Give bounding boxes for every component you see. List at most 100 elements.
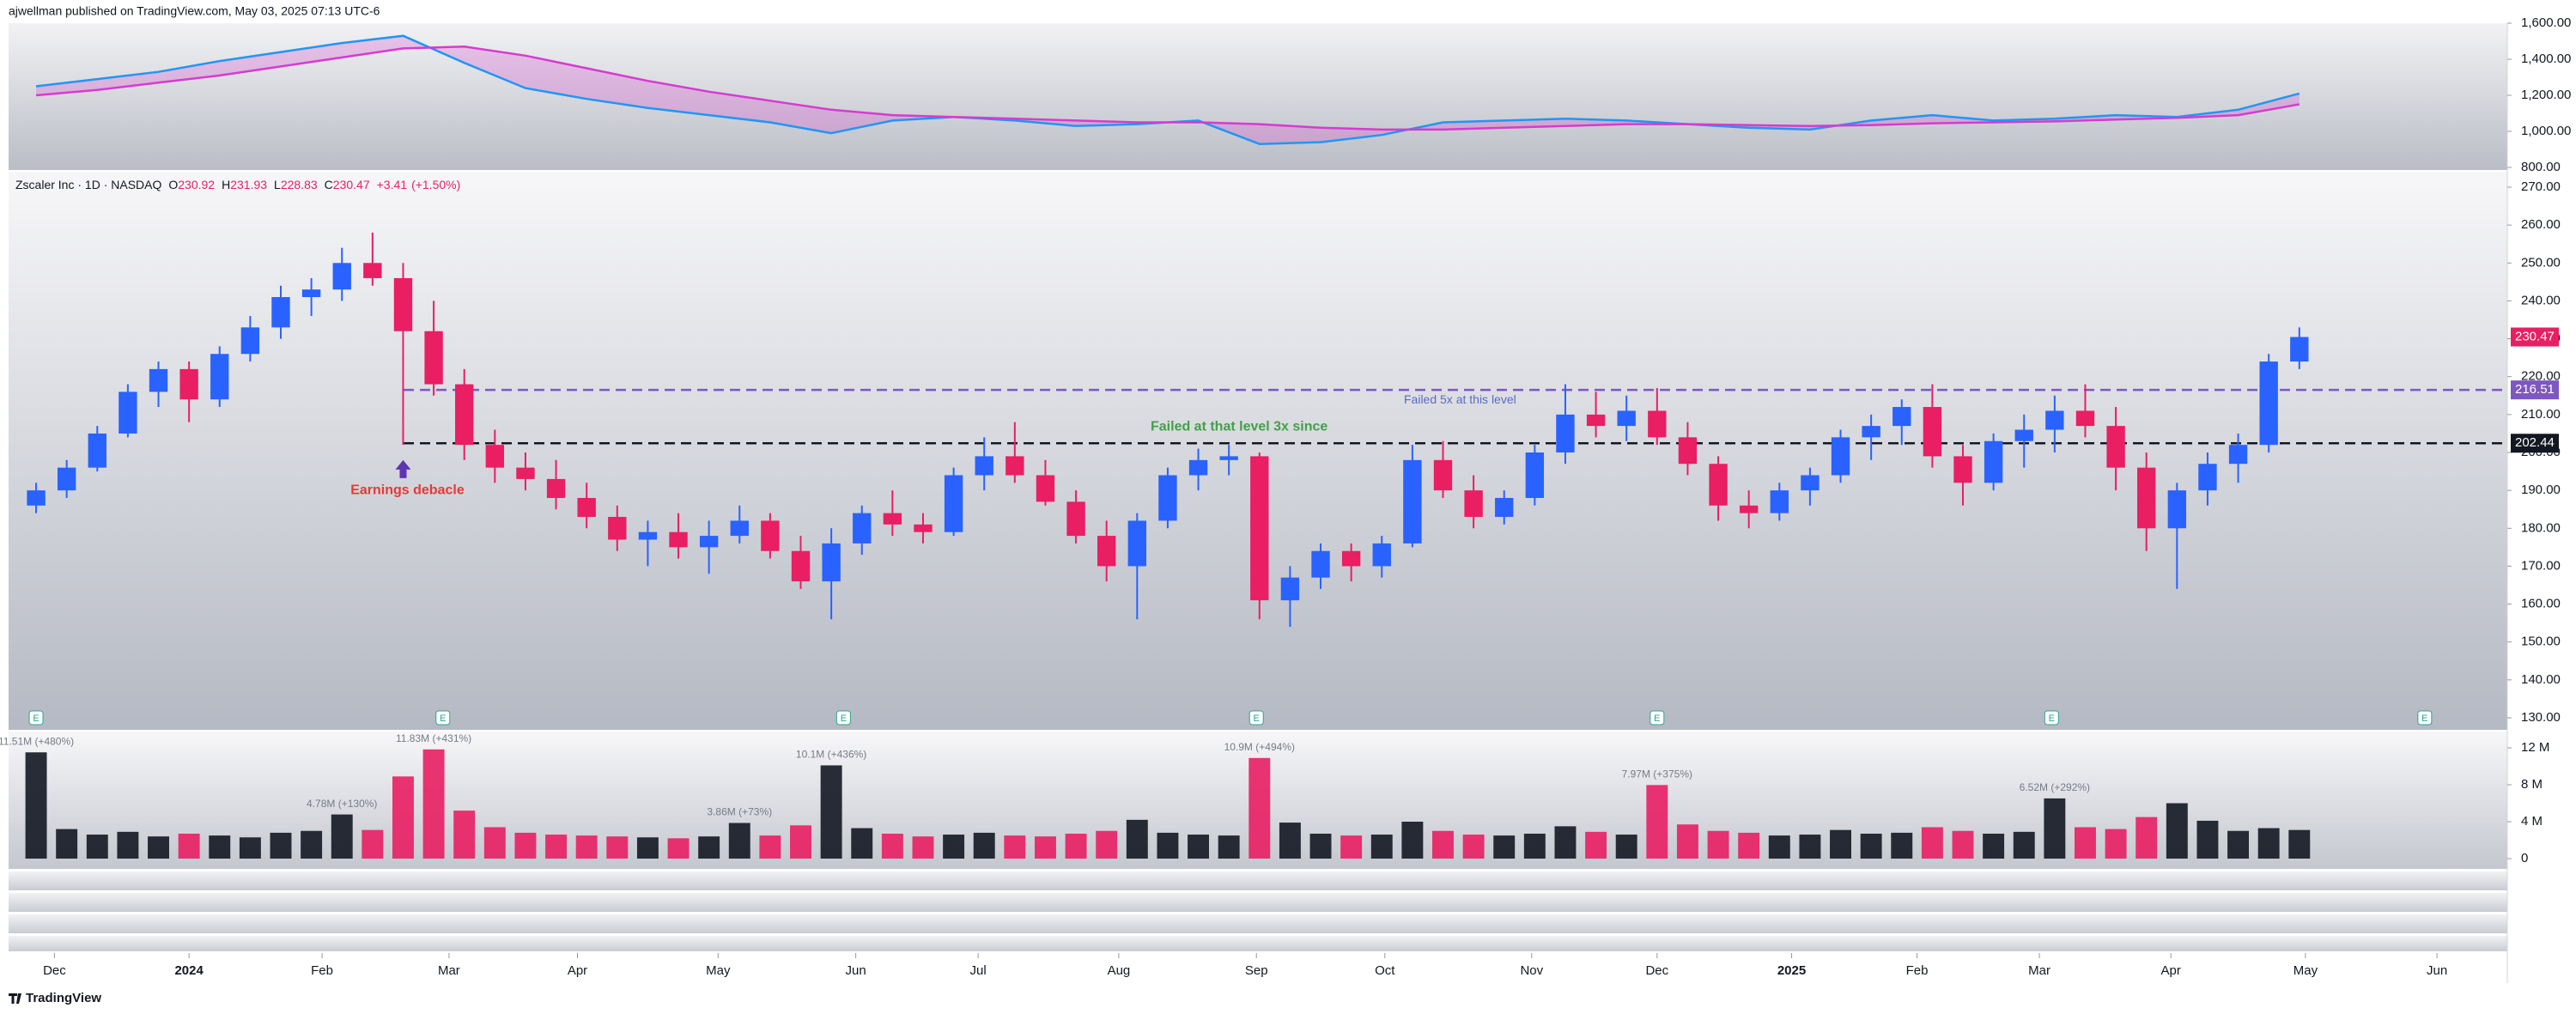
symbol: Zscaler Inc · 1D · NASDAQ [15,178,161,191]
ohlc-key: O [168,178,178,191]
volume-bar [239,837,261,859]
volume-bar [1983,833,2005,859]
level-label-bg [2511,434,2559,453]
candle-body [2228,445,2248,464]
volume-annotation: 7.97M (+375%) [1622,768,1692,780]
volume-bar [2044,798,2066,859]
y-tick-label: 250.00 [2521,255,2561,270]
volume-bar [209,835,231,859]
volume-bar [178,833,200,859]
volume-bar [1462,835,1485,859]
volume-bar [1646,785,1668,859]
y-tick-label: 1,600.00 [2521,15,2571,30]
earnings-marker [1649,710,1665,726]
candle-body [1403,459,1422,543]
candle-body [914,524,933,532]
volume-bar [1188,835,1210,859]
volume-annotation: 10.9M (+494%) [1224,741,1295,753]
volume-bar [117,831,139,859]
x-tick-label: Jun [846,963,866,978]
candle-body [88,433,106,468]
candle-body [638,531,658,540]
level-label-bg [2511,380,2559,400]
earnings-label: E [2049,713,2055,724]
volume-bar [973,832,995,859]
candle-body [2259,361,2278,446]
volume-bar [1676,824,1698,859]
y-tick-label: 800.00 [2521,160,2561,174]
ohlc-value: 228.83 [281,178,318,191]
volume-bar [392,776,414,859]
volume-bar [2257,828,2280,859]
volume-bar [606,836,629,859]
candle-body [883,513,902,525]
candle-body [1219,456,1238,460]
volume-bar [514,832,537,859]
candle-body [699,536,719,548]
x-tick-label: Jul [970,963,987,978]
volume-bar [483,827,506,859]
x-tick-label: 2024 [174,963,204,978]
earnings-marker [835,710,851,726]
volume-bar [1493,835,1516,859]
volume-bar [2075,827,2096,859]
candle-body [1495,497,1514,518]
volume-bar [790,825,811,859]
volume-bar [1340,835,1363,859]
earnings-label: E [440,713,446,724]
y-tick-label: 8 M [2521,777,2543,792]
volume-bar [86,835,108,859]
candle-body [516,467,535,479]
candle-body [2198,464,2217,491]
volume-annotation: 10.1M (+436%) [796,749,866,761]
x-tick-label: May [2293,963,2318,978]
candle-body [1280,577,1300,601]
y-tick-label: 4 M [2521,814,2543,829]
pane-empty [9,893,2507,912]
candle-body [761,520,780,551]
candle-body [791,550,811,582]
candle-body [2045,410,2064,430]
volume-bar [636,837,659,859]
pane-price [9,172,2507,730]
candle-body [118,392,137,434]
candle-body [1097,536,1116,567]
volume-bar [1921,827,1943,859]
y-tick-label: 130.00 [2521,710,2561,725]
volume-bar [1096,830,1118,859]
candle-body [1739,505,1759,513]
y-tick-label: 150.00 [2521,635,2561,649]
volume-bar [1432,830,1454,859]
ohlc-key: H [222,178,230,191]
x-tick-label: Apr [568,963,587,978]
candle-body [1127,520,1146,567]
candle-body [730,520,749,537]
candle-body [975,456,993,476]
volume-bar [1279,823,1301,859]
candle-body [149,368,168,392]
candle-body [485,445,505,468]
candle-body [240,327,260,355]
y-tick-label: 12 M [2521,740,2549,755]
candle-body [608,517,627,540]
y-tick-label: 170.00 [2521,558,2561,573]
volume-bar [912,836,934,859]
x-tick-label: Mar [2028,963,2050,978]
candle-body [944,475,963,532]
candle-body [2075,410,2095,427]
candle-body [577,497,596,518]
volume-bar [1707,830,1729,859]
volume-bar [1738,832,1760,859]
ohlc-value: 231.93 [230,178,267,191]
earnings-marker [28,710,44,726]
candle-body [853,513,872,543]
candle-body [1862,426,1880,438]
volume-bar [728,823,750,859]
volume-bar [2105,829,2127,859]
candle-body [179,368,198,400]
annotation-arrow [395,459,411,478]
candle-body [393,277,413,331]
candle-body [2290,337,2309,362]
candle-body [210,354,229,400]
